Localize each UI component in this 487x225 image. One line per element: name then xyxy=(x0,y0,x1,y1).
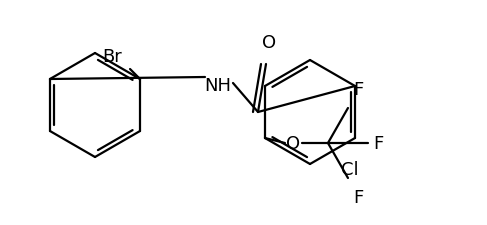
Text: NH: NH xyxy=(205,77,231,94)
Text: Cl: Cl xyxy=(341,160,359,178)
Text: O: O xyxy=(286,134,300,152)
Text: F: F xyxy=(353,188,363,206)
Text: Br: Br xyxy=(102,48,122,66)
Text: O: O xyxy=(262,34,276,52)
Text: F: F xyxy=(373,134,383,152)
Text: F: F xyxy=(353,81,363,99)
